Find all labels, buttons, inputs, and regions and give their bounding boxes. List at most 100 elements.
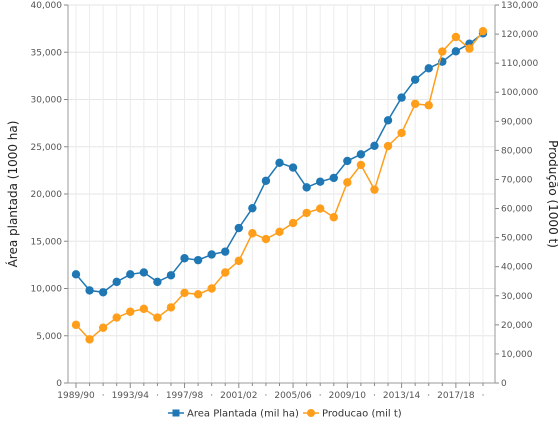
right-tick-label: 70,000 [501,175,533,185]
data-point-1 [343,178,352,187]
left-axis-title: Área plantada (1000 ha) [5,121,20,268]
data-point-0 [193,255,203,265]
data-point-1 [316,204,325,213]
data-point-1 [207,284,216,293]
data-point-1 [153,313,162,322]
right-tick-label: 60,000 [501,205,533,215]
left-tick-label: 0 [56,379,62,389]
x-tick-label: 2009/10 [329,391,367,401]
data-point-0 [424,64,433,73]
data-point-0 [383,116,393,125]
series-layer [71,26,488,344]
data-point-1 [139,304,149,314]
right-axis: 0 10,000 20,000 30,000 40,000 50,000 60,000 70,… [494,1,538,389]
data-point-0 [248,203,257,213]
x-tick-label: 2013/14 [383,391,421,401]
data-point-0 [180,254,189,263]
x-tick-dot: · [210,391,213,401]
data-point-0 [343,156,352,166]
right-tick-label: 10,000 [501,350,533,360]
x-tick-label: 1997/98 [166,391,204,401]
right-tick-label: 40,000 [501,263,533,273]
data-point-0 [329,173,338,183]
x-tick-label: 2001/02 [220,391,257,401]
left-axis: 0 5,000 10,000 15,000 20,000 25,000 30,000 35,0… [31,1,69,389]
data-point-0 [98,288,108,297]
data-point-1 [356,160,366,170]
data-point-0 [126,270,135,279]
x-tick-label: 2017/18 [437,391,475,401]
legend-square-icon [172,409,180,417]
x-tick-dot: · [102,391,105,401]
legend-item-area[interactable]: Area Plantada (mil ha) [168,409,299,420]
x-tick-dot: · [156,391,159,401]
data-point-1 [180,288,189,298]
data-point-0 [221,247,230,256]
data-point-1 [329,213,338,222]
legend-item-producao[interactable]: Producao (mil t) [303,409,402,420]
left-tick-label: 5,000 [36,332,62,342]
data-point-1 [85,335,94,344]
x-tick-dot: · [319,391,322,401]
data-point-1 [248,229,257,238]
data-point-1 [478,26,488,36]
x-tick-label: 2005/06 [274,391,312,401]
x-tick-dot: · [373,391,376,401]
right-tick-label: 20,000 [501,321,533,331]
data-point-1 [275,227,284,236]
data-point-0 [261,176,271,185]
data-point-1 [126,307,135,316]
data-point-0 [85,286,94,295]
right-tick-label: 90,000 [501,117,533,127]
data-point-0 [451,47,461,56]
data-point-1 [112,313,121,322]
data-point-1 [71,320,81,330]
data-point-0 [316,177,325,186]
x-tick-dot: · [427,391,430,401]
right-tick-label: 30,000 [501,292,533,302]
x-axis: 1989/90 · 1993/94 · 1997/98 · 2001/02 · 2005/06 ·… [57,382,495,401]
data-point-0 [370,141,379,151]
right-tick-label: 120,000 [501,30,538,40]
x-tick-dot: · [264,391,267,401]
data-point-1 [383,141,393,151]
legend: Area Plantada (mil ha) Producao (mil t) [168,409,402,420]
x-tick-label: 1993/94 [112,391,150,401]
data-point-1 [370,185,379,194]
data-point-1 [234,256,243,266]
grid [68,4,495,384]
left-tick-label: 15,000 [31,237,63,247]
data-point-0 [356,150,366,159]
right-tick-label: 130,000 [501,1,538,11]
right-axis-title: Produção (1000 t) [546,140,558,248]
x-tick-label: 1989/90 [57,391,95,401]
x-tick-dot: · [482,391,485,401]
data-point-0 [71,270,81,279]
data-point-1 [465,44,474,53]
data-point-0 [397,93,406,102]
data-point-0 [410,75,420,84]
right-tick-label: 0 [501,379,507,389]
left-tick-label: 20,000 [31,190,63,200]
data-point-0 [275,158,284,168]
right-tick-label: 110,000 [501,59,538,69]
data-point-1 [288,218,298,228]
data-point-1 [166,303,176,312]
right-tick-label: 50,000 [501,234,533,244]
left-tick-label: 30,000 [31,96,63,106]
left-tick-label: 25,000 [31,143,63,153]
right-tick-label: 80,000 [501,146,533,156]
legend-circle-icon [307,409,315,417]
data-point-1 [451,32,461,42]
data-point-1 [193,290,203,299]
data-point-0 [166,271,176,280]
data-point-0 [302,183,311,192]
data-point-0 [288,163,298,172]
data-point-0 [139,268,149,277]
right-tick-label: 100,000 [501,88,538,98]
legend-label-producao: Producao (mil t) [322,409,402,420]
data-point-1 [221,268,230,277]
left-tick-label: 35,000 [31,48,63,58]
data-point-0 [207,250,216,259]
